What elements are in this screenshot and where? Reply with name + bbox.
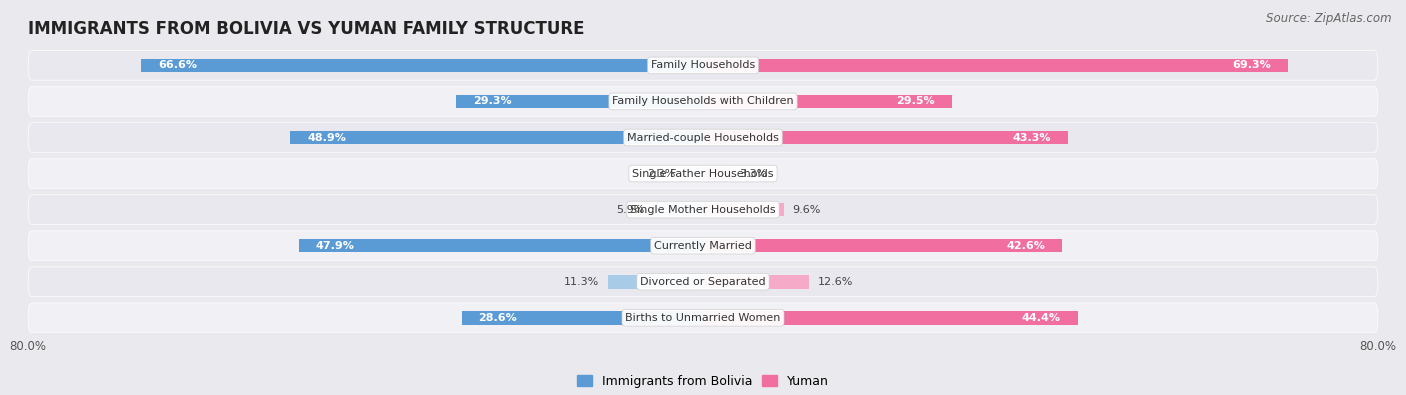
- Bar: [703, 131, 1069, 144]
- FancyBboxPatch shape: [28, 87, 1378, 116]
- Text: Family Households: Family Households: [651, 60, 755, 70]
- Bar: [703, 239, 1063, 252]
- Bar: [141, 58, 703, 72]
- Text: 5.9%: 5.9%: [616, 205, 645, 214]
- FancyBboxPatch shape: [28, 303, 1378, 333]
- FancyBboxPatch shape: [28, 123, 1378, 152]
- Text: Single Father Households: Single Father Households: [633, 169, 773, 179]
- Text: 9.6%: 9.6%: [793, 205, 821, 214]
- Bar: [703, 203, 785, 216]
- Text: 11.3%: 11.3%: [564, 276, 599, 287]
- Text: Divorced or Separated: Divorced or Separated: [640, 276, 766, 287]
- FancyBboxPatch shape: [28, 51, 1378, 80]
- FancyBboxPatch shape: [28, 231, 1378, 260]
- Text: Source: ZipAtlas.com: Source: ZipAtlas.com: [1267, 12, 1392, 25]
- Bar: [607, 275, 703, 288]
- Text: Single Mother Households: Single Mother Households: [630, 205, 776, 214]
- Text: 44.4%: 44.4%: [1022, 313, 1060, 323]
- Text: Births to Unmarried Women: Births to Unmarried Women: [626, 313, 780, 323]
- Bar: [703, 311, 1077, 325]
- Text: 43.3%: 43.3%: [1012, 132, 1052, 143]
- Bar: [703, 95, 952, 108]
- Text: 42.6%: 42.6%: [1007, 241, 1046, 251]
- Legend: Immigrants from Bolivia, Yuman: Immigrants from Bolivia, Yuman: [572, 370, 834, 393]
- Bar: [683, 167, 703, 181]
- Bar: [461, 311, 703, 325]
- Bar: [703, 275, 810, 288]
- Bar: [654, 203, 703, 216]
- Bar: [703, 167, 731, 181]
- Text: Family Households with Children: Family Households with Children: [612, 96, 794, 107]
- Bar: [291, 131, 703, 144]
- FancyBboxPatch shape: [28, 267, 1378, 297]
- FancyBboxPatch shape: [28, 195, 1378, 224]
- FancyBboxPatch shape: [28, 159, 1378, 188]
- Text: 12.6%: 12.6%: [818, 276, 853, 287]
- Text: 47.9%: 47.9%: [316, 241, 354, 251]
- Text: 28.6%: 28.6%: [478, 313, 517, 323]
- Bar: [703, 58, 1288, 72]
- Text: Married-couple Households: Married-couple Households: [627, 132, 779, 143]
- Text: 29.5%: 29.5%: [897, 96, 935, 107]
- Text: Currently Married: Currently Married: [654, 241, 752, 251]
- Text: IMMIGRANTS FROM BOLIVIA VS YUMAN FAMILY STRUCTURE: IMMIGRANTS FROM BOLIVIA VS YUMAN FAMILY …: [28, 19, 585, 38]
- Text: 29.3%: 29.3%: [472, 96, 512, 107]
- Text: 2.3%: 2.3%: [647, 169, 675, 179]
- Bar: [456, 95, 703, 108]
- Text: 66.6%: 66.6%: [157, 60, 197, 70]
- Text: 69.3%: 69.3%: [1232, 60, 1271, 70]
- Text: 3.3%: 3.3%: [740, 169, 768, 179]
- Text: 48.9%: 48.9%: [308, 132, 346, 143]
- Bar: [299, 239, 703, 252]
